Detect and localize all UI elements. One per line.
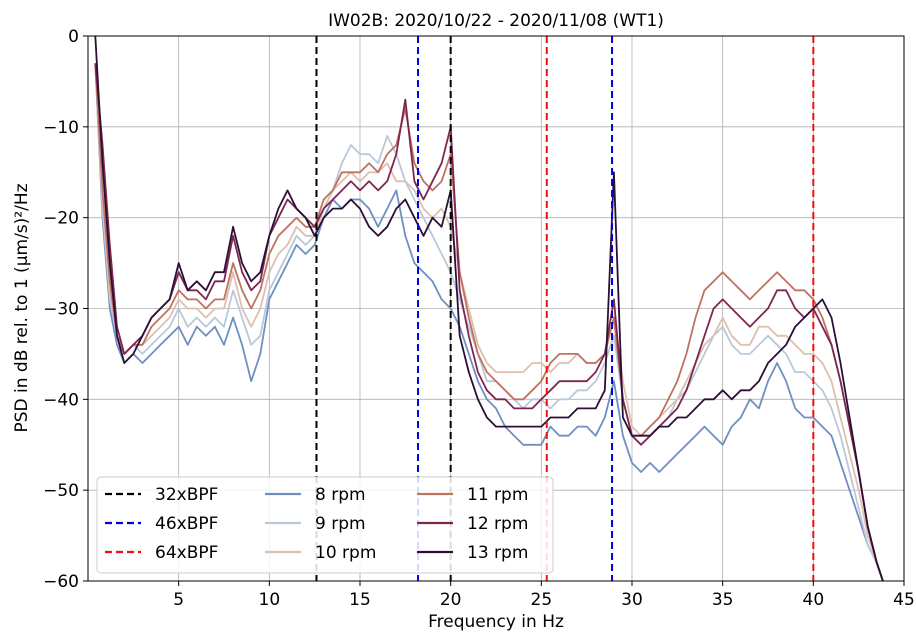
series-line-9-rpm: [94, 63, 884, 581]
x-tick-label: 25: [531, 590, 553, 610]
x-tick-label: 30: [621, 590, 643, 610]
legend-label: 9 rpm: [315, 514, 366, 534]
legend-label: 12 rpm: [467, 514, 528, 534]
x-tick-label: 35: [712, 590, 734, 610]
y-axis-label: PSD in dB rel. to 1 (μm/s)²/Hz: [12, 183, 32, 432]
chart-title: IW02B: 2020/10/22 - 2020/11/08 (WT1): [328, 11, 664, 31]
legend-label: 64xBPF: [155, 543, 218, 563]
x-tick-label: 10: [259, 590, 281, 610]
series-layer: [94, 36, 884, 581]
x-tick-label: 45: [893, 590, 915, 610]
series-line-10-rpm: [94, 63, 884, 581]
legend-label: 11 rpm: [467, 485, 528, 505]
axis-ticks: 5 10 15 20 25 30 35 40 45 0 −10 −20 −30 −40 −50 −60: [43, 27, 915, 610]
y-tick-label: −20: [43, 209, 79, 229]
series-line-13-rpm: [94, 36, 884, 581]
y-tick-label: −50: [43, 481, 79, 501]
x-axis-label: Frequency in Hz: [428, 612, 564, 632]
legend-label: 8 rpm: [315, 485, 366, 505]
x-tick-label: 5: [173, 590, 184, 610]
y-tick-label: −40: [43, 390, 79, 410]
legend: 32xBPF 46xBPF 64xBPF 8 rpm 9 rpm 10 rpm 11 rpm…: [96, 476, 554, 574]
y-tick-label: −60: [43, 572, 79, 592]
legend-label: 13 rpm: [467, 543, 528, 563]
legend-label: 46xBPF: [155, 514, 218, 534]
x-tick-label: 40: [803, 590, 825, 610]
series-line-11-rpm: [94, 63, 884, 581]
legend-label: 32xBPF: [155, 485, 218, 505]
y-tick-label: −10: [43, 118, 79, 138]
series-line-8-rpm: [94, 63, 884, 581]
legend-label: 10 rpm: [315, 543, 376, 563]
y-tick-label: 0: [68, 27, 79, 47]
legend-box: [96, 476, 554, 574]
y-tick-label: −30: [43, 300, 79, 320]
plot-frame: [87, 35, 905, 582]
series-line-12-rpm: [94, 63, 884, 581]
x-tick-label: 20: [440, 590, 462, 610]
x-tick-label: 15: [349, 590, 371, 610]
